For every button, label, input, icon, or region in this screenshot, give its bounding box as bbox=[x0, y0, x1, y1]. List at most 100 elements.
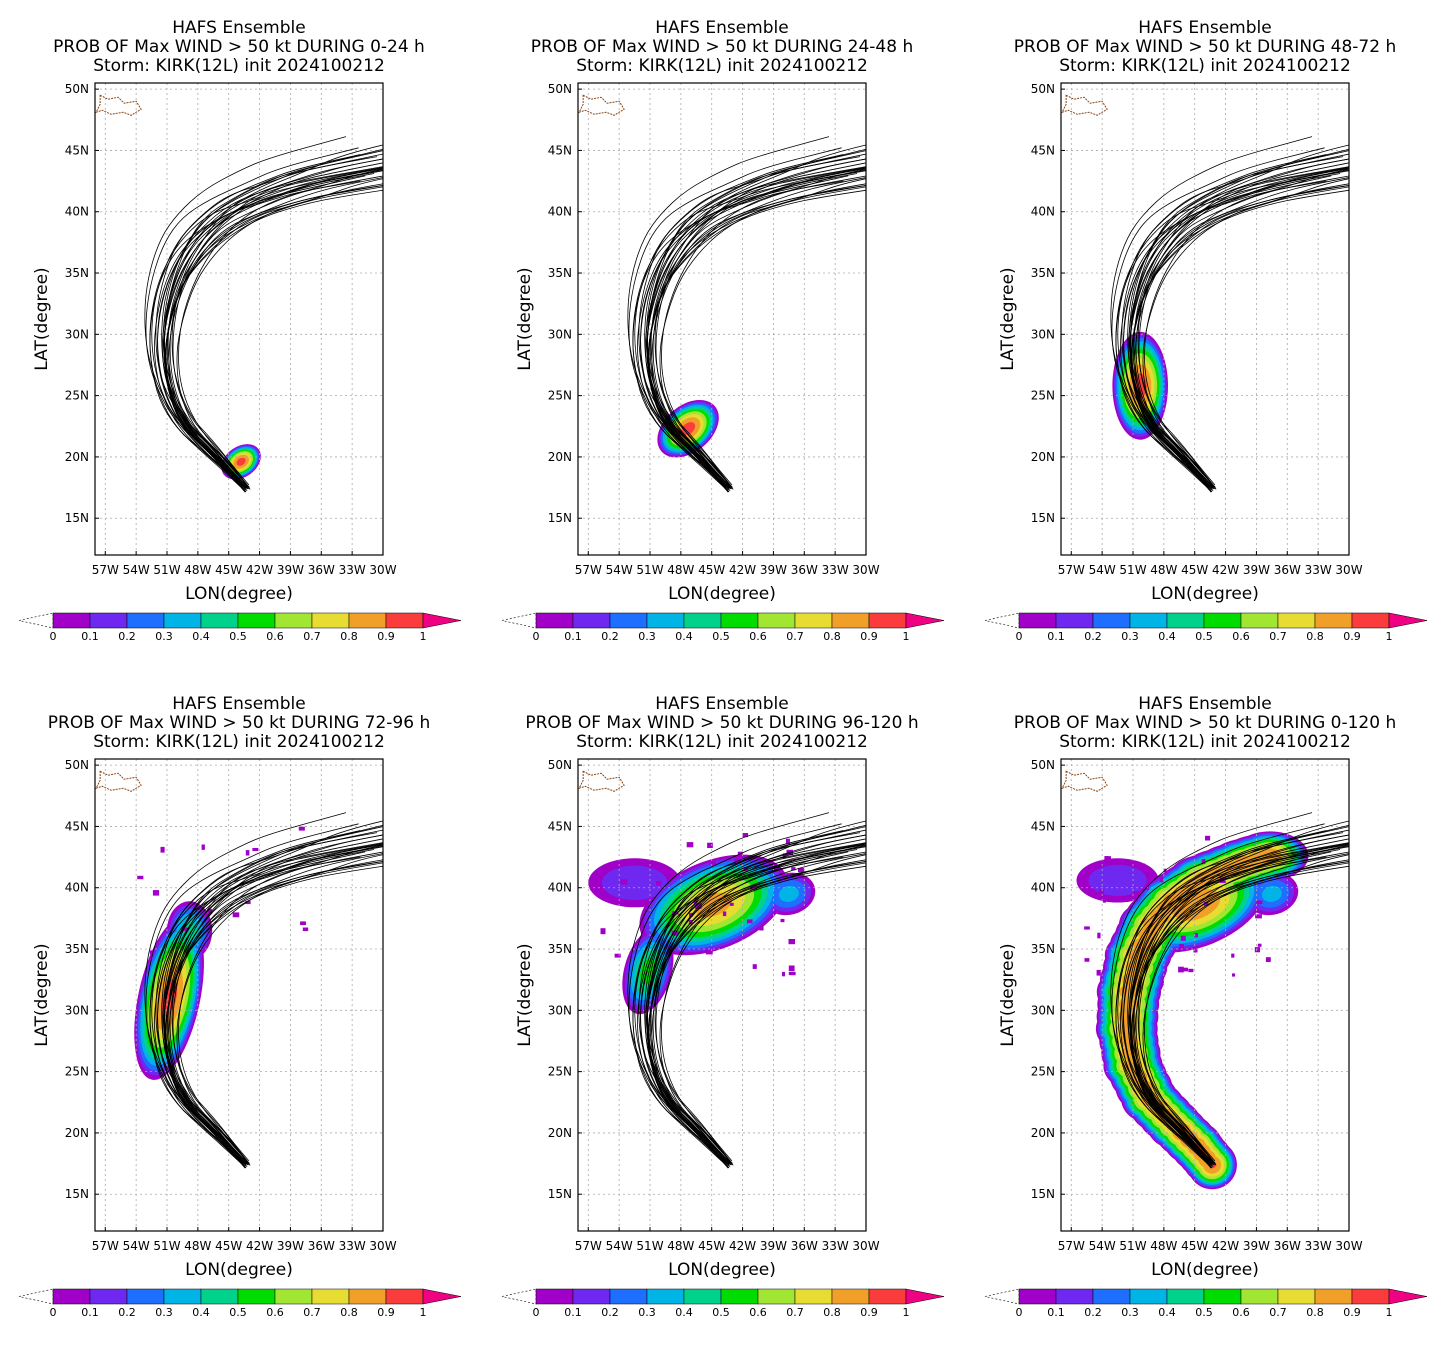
x-tick-label: 33W bbox=[339, 563, 366, 577]
probability-contour bbox=[1088, 864, 1147, 897]
colorbar-segment bbox=[385, 612, 424, 629]
ensemble-track bbox=[162, 843, 383, 1165]
y-tick-label: 50N bbox=[548, 758, 572, 772]
probability-speck bbox=[1180, 935, 1186, 941]
plot-frame bbox=[94, 82, 384, 556]
ensemble-track bbox=[634, 832, 861, 1165]
x-tick-label: 48W bbox=[1150, 563, 1177, 577]
x-axis-label: LON(degree) bbox=[185, 584, 293, 604]
probability-speck bbox=[252, 848, 259, 852]
colorbar-label: 0.6 bbox=[749, 630, 767, 643]
colorbar-segment bbox=[868, 612, 907, 629]
x-tick-label: 30W bbox=[1335, 563, 1362, 577]
panel-title-line: PROB OF Max WIND > 50 kt DURING 0-24 h bbox=[53, 37, 425, 57]
panel-title-line: HAFS Ensemble bbox=[1138, 694, 1271, 714]
x-tick-label: 57W bbox=[92, 563, 119, 577]
y-tick-label: 40N bbox=[548, 881, 572, 895]
probability-speck bbox=[1205, 835, 1211, 841]
ensemble-track bbox=[172, 158, 383, 490]
x-tick-label: 45W bbox=[215, 1239, 242, 1253]
probability-speck bbox=[1188, 968, 1194, 973]
colorbar-label: 0.4 bbox=[192, 630, 210, 643]
ensemble-track bbox=[163, 838, 383, 1165]
ensemble-track bbox=[646, 838, 866, 1165]
y-tick-label: 35N bbox=[1031, 266, 1055, 280]
x-tick-label: 48W bbox=[1150, 1239, 1177, 1253]
plot-frame bbox=[1060, 82, 1350, 556]
coastline bbox=[578, 94, 625, 116]
colorbar-label: 0.8 bbox=[823, 1306, 841, 1319]
ensemble-track bbox=[632, 849, 843, 1167]
colorbar-label: 0.1 bbox=[81, 630, 99, 643]
colorbar-segment bbox=[89, 612, 128, 629]
colorbar-segment bbox=[609, 612, 648, 629]
y-tick-label: 25N bbox=[548, 1065, 572, 1079]
y-tick-label: 50N bbox=[1031, 758, 1055, 772]
probability-speck bbox=[752, 964, 757, 969]
y-tick-label: 20N bbox=[548, 1126, 572, 1140]
ensemble-track bbox=[154, 856, 361, 1167]
y-tick-label: 25N bbox=[1031, 389, 1055, 403]
probability-speck bbox=[1178, 966, 1184, 973]
ensemble-track bbox=[1129, 838, 1349, 1165]
colorbar-label: 0.3 bbox=[155, 630, 173, 643]
x-tick-label: 45W bbox=[215, 563, 242, 577]
colorbar-segment bbox=[831, 612, 870, 629]
ensemble-track bbox=[163, 162, 383, 489]
x-tick-label: 54W bbox=[1089, 1239, 1116, 1253]
colorbar-segment bbox=[274, 1288, 313, 1305]
colorbar-label: 0.3 bbox=[1121, 1306, 1139, 1319]
y-axis-label: LAT(degree) bbox=[998, 943, 1018, 1046]
probability-speck bbox=[791, 867, 796, 871]
y-tick-label: 35N bbox=[548, 266, 572, 280]
x-tick-label: 48W bbox=[184, 1239, 211, 1253]
plot-frame bbox=[577, 82, 867, 556]
x-tick-label: 42W bbox=[1212, 563, 1239, 577]
ensemble-track bbox=[162, 167, 383, 489]
colorbar-label: 0.1 bbox=[1047, 1306, 1065, 1319]
colorbar-segment bbox=[720, 612, 759, 629]
ensemble-track bbox=[161, 153, 383, 488]
ensemble-track bbox=[157, 842, 383, 1169]
ensemble-track bbox=[149, 849, 360, 1167]
ensemble-track bbox=[637, 180, 844, 491]
y-tick-label: 15N bbox=[1031, 1187, 1055, 1201]
probability-speck bbox=[1254, 947, 1261, 953]
colorbar-segment bbox=[720, 1288, 759, 1305]
probability-speck bbox=[245, 901, 251, 905]
colorbar-label: 0.4 bbox=[675, 1306, 693, 1319]
colorbar-segment bbox=[646, 612, 685, 629]
x-tick-label: 57W bbox=[92, 1239, 119, 1253]
ensemble-track bbox=[647, 834, 866, 1166]
colorbar-label: 0.8 bbox=[340, 1306, 358, 1319]
colorbar-label: 0.6 bbox=[1232, 630, 1250, 643]
colorbar-label: 0.7 bbox=[786, 1306, 804, 1319]
colorbar-segment bbox=[1277, 1288, 1316, 1305]
colorbar-label: 0.9 bbox=[860, 630, 878, 643]
x-axis-label: LON(degree) bbox=[185, 1260, 293, 1280]
colorbar-label: 0 bbox=[533, 1306, 540, 1319]
ensemble-track bbox=[1127, 829, 1349, 1164]
ensemble-track bbox=[1137, 820, 1349, 1162]
colorbar-label: 0.2 bbox=[118, 1306, 136, 1319]
ensemble-track bbox=[1115, 175, 1332, 491]
probability-speck bbox=[759, 926, 764, 931]
ensemble-track bbox=[1121, 154, 1327, 489]
x-tick-label: 39W bbox=[760, 1239, 787, 1253]
probability-speck bbox=[181, 927, 188, 932]
y-tick-label: 15N bbox=[548, 511, 572, 525]
colorbar-segment bbox=[1240, 1288, 1279, 1305]
ensemble-track bbox=[634, 156, 861, 489]
x-tick-label: 51W bbox=[1119, 1239, 1146, 1253]
y-tick-label: 30N bbox=[548, 1003, 572, 1017]
x-tick-label: 57W bbox=[1058, 563, 1085, 577]
x-tick-label: 48W bbox=[667, 563, 694, 577]
colorbar-label: 0.7 bbox=[1269, 630, 1287, 643]
x-tick-label: 36W bbox=[308, 1239, 335, 1253]
x-tick-label: 39W bbox=[277, 1239, 304, 1253]
probability-speck bbox=[1194, 933, 1198, 938]
panel-title-line: PROB OF Max WIND > 50 kt DURING 48-72 h bbox=[1014, 37, 1396, 57]
y-tick-label: 40N bbox=[548, 205, 572, 219]
x-axis-label: LON(degree) bbox=[668, 584, 776, 604]
